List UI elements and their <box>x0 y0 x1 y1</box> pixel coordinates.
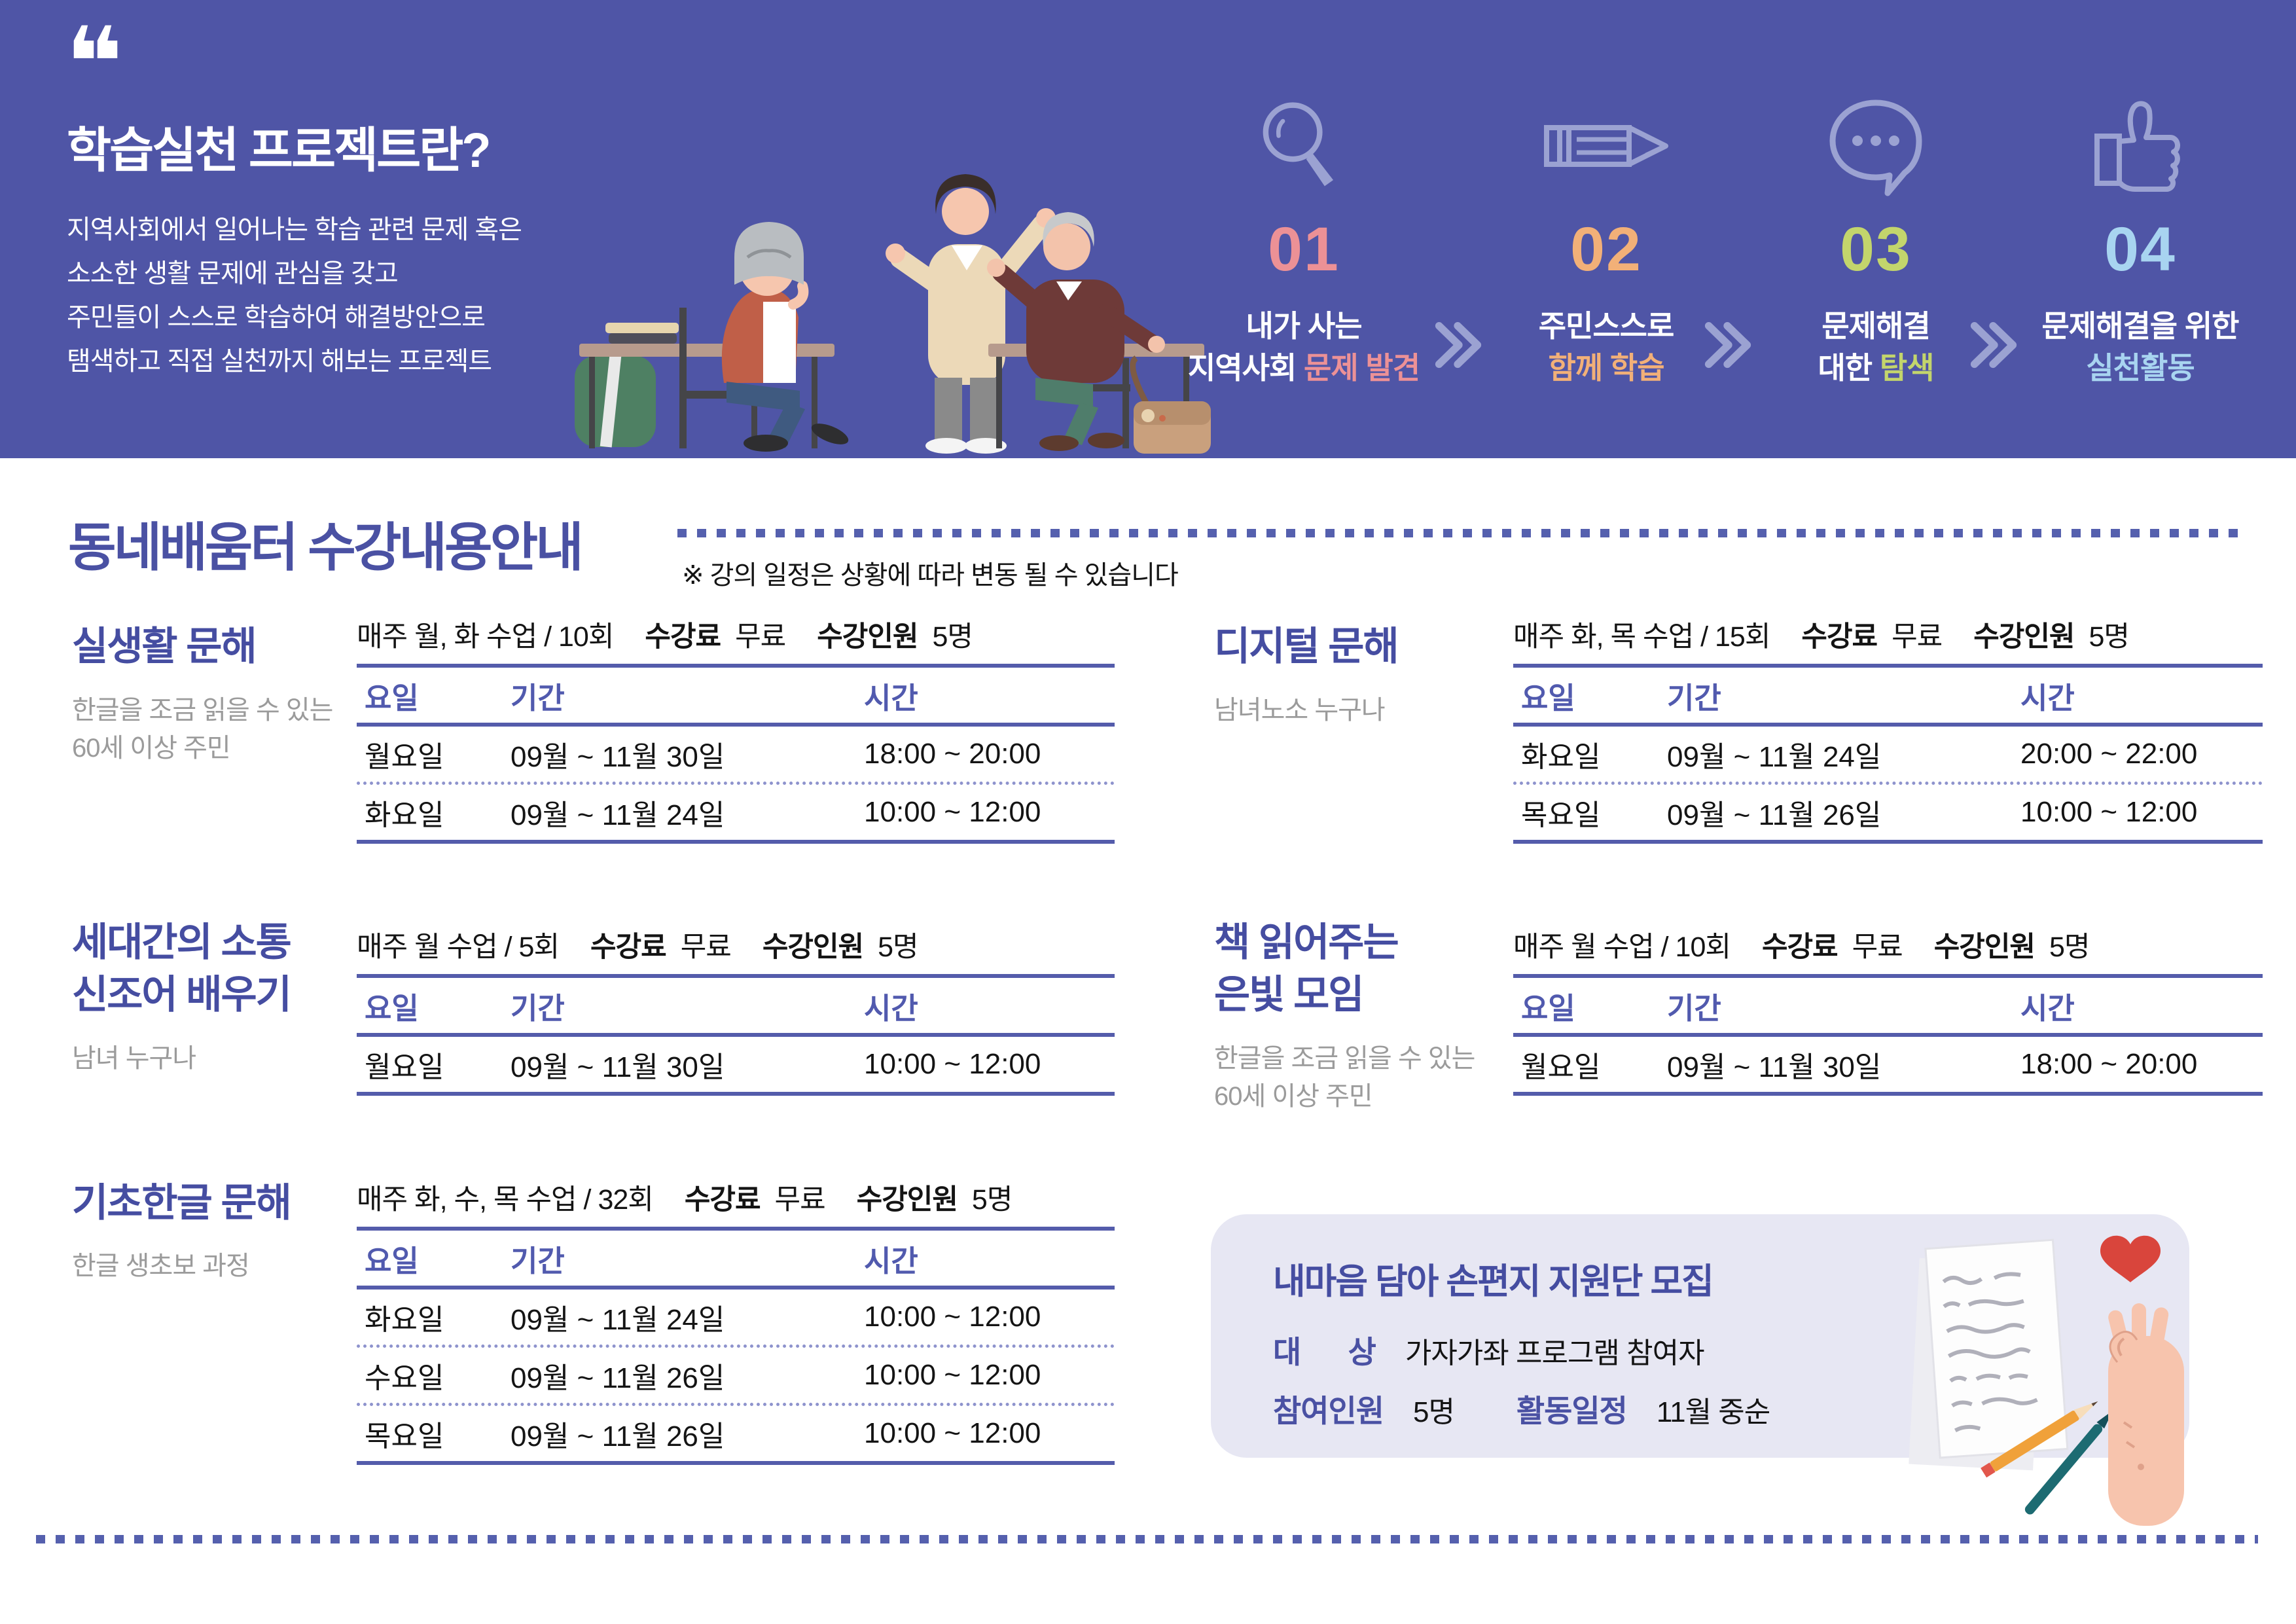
recruit-title: 내마음 담아 손편지 지원단 모집 <box>1273 1262 1714 1301</box>
course-audience: 한글을 조금 읽을 수 있는 60세 이상 주민 <box>72 696 333 763</box>
course-schedule-living-literacy: 매주 월, 화 수업 / 10회 수강료 무료 수강인원 5명 요일 기간 시간 월요일… <box>357 614 1115 844</box>
course-title-digital-literacy: 디지털 문해 <box>1214 624 1399 668</box>
course-audience: 한글을 조금 읽을 수 있는 60세 이상 주민 <box>1214 1044 1475 1111</box>
course-schedule-new-words: 매주 월 수업 / 5회 수강료 무료 수강인원 5명 요일 기간 시간 월요일 09월… <box>357 924 1115 1096</box>
thumbs-up-icon <box>1990 92 2291 200</box>
course-schedule-book-reading: 매주 월 수업 / 10회 수강료 무료 수강인원 5명 요일 기간 시간 월요일 09… <box>1513 924 2263 1096</box>
table-header-row: 요일 기간 시간 <box>1513 974 2263 1037</box>
course-schedule-basic-hangul: 매주 화, 수, 목 수업 / 32회 수강료 무료 수강인원 5명 요일 기간 시간 … <box>357 1177 1115 1465</box>
letter-paper <box>1924 1238 2069 1459</box>
handwritten-letter-illustration <box>1909 1235 2184 1526</box>
backpack-illustration <box>575 344 656 448</box>
step-04: 04 문제해결을 위한 실천활동 <box>1990 92 2291 389</box>
banner-description-line: 탬색하고 직접 실천까지 해보는 프로젝트 <box>67 347 492 376</box>
banner-title: 학습실천 프로젝트란? <box>67 123 491 177</box>
banner-description-line: 지역사회에서 일어나는 학습 관련 문제 혹은 <box>67 215 522 244</box>
step-number: 04 <box>2104 215 2176 284</box>
heart-icon <box>2100 1235 2161 1282</box>
books-stack <box>605 323 679 344</box>
pencil-icon <box>1456 92 1757 200</box>
seated-man <box>987 212 1165 451</box>
schedule-table: 요일 기간 시간 화요일 09월 ~ 11월 24일 10:00 ~ 12:00… <box>357 1227 1115 1465</box>
dashed-divider <box>677 529 2242 537</box>
step-number: 02 <box>1570 215 1642 284</box>
course-summary: 매주 월 수업 / 10회 수강료 무료 수강인원 5명 <box>1513 931 2090 963</box>
chevron-right-icon <box>1970 321 2017 369</box>
page-title: 동네배움터 수강내용안내 <box>68 518 584 577</box>
table-header-row: 요일 기간 시간 <box>1513 664 2263 727</box>
course-title-book-reading: 책 읽어주는 은빛 모임 <box>1214 920 1399 1017</box>
course-title-living-literacy: 실생활 문해 <box>72 624 257 668</box>
bag-illustration <box>1130 355 1211 454</box>
table-row: 화요일 09월 ~ 11월 24일 10:00 ~ 12:00 <box>357 785 1115 844</box>
bottom-dashed-divider <box>36 1535 2258 1543</box>
classroom-illustration <box>575 174 1211 454</box>
course-summary: 매주 월 수업 / 5회 수강료 무료 수강인원 5명 <box>357 931 919 963</box>
step-label: 문제해결을 위한 실천활동 <box>2041 309 2239 385</box>
step-02: 02 주민스스로 함께 학습 <box>1456 92 1757 389</box>
course-summary: 매주 화, 수, 목 수업 / 32회 수강료 무료 수강인원 5명 <box>357 1184 1013 1216</box>
step-number: 03 <box>1840 215 1912 284</box>
seated-woman <box>721 222 849 452</box>
speech-bubble-icon <box>1725 92 2026 200</box>
schedule-table: 요일 기간 시간 화요일 09월 ~ 11월 24일 20:00 ~ 22:00… <box>1513 664 2263 844</box>
banner-description: 지역사회에서 일어나는 학습 관련 문제 혹은 소소한 생활 문제에 관심을 갖… <box>67 208 522 384</box>
table-row: 목요일 09월 ~ 11월 26일 10:00 ~ 12:00 <box>1513 785 2263 844</box>
course-schedule-digital-literacy: 매주 화, 목 수업 / 15회 수강료 무료 수강인원 5명 요일 기간 시간 화요일… <box>1513 614 2263 844</box>
schedule-change-note: ※ 강의 일정은 상황에 따라 변동 될 수 있습니다 <box>682 561 1179 590</box>
course-audience: 남녀노소 누구나 <box>1214 696 1386 725</box>
course-title-basic-hangul: 기초한글 문해 <box>72 1181 292 1225</box>
table-row: 월요일 09월 ~ 11월 30일 10:00 ~ 12:00 <box>357 1037 1115 1096</box>
step-number: 01 <box>1268 215 1340 284</box>
chevron-right-icon <box>1704 321 1751 369</box>
step-label: 주민스스로 함께 학습 <box>1538 309 1675 385</box>
step-01: 01 내가 사는 지역사회 문제 발견 <box>1153 92 1454 389</box>
quote-mark-icon: ❝ <box>65 8 124 118</box>
right-chair <box>1068 358 1130 448</box>
banner-description-line: 소소한 생활 문제에 관심을 갖고 <box>67 259 399 288</box>
course-audience: 한글 생초보 과정 <box>72 1252 250 1280</box>
table-row: 목요일 09월 ~ 11월 26일 10:00 ~ 12:00 <box>357 1406 1115 1465</box>
recruit-info-row: 참여인원 5명 활동일정 11월 중순 <box>1273 1394 1770 1428</box>
table-row: 수요일 09월 ~ 11월 26일 10:00 ~ 12:00 <box>357 1348 1115 1406</box>
table-row: 화요일 09월 ~ 11월 24일 10:00 ~ 12:00 <box>357 1290 1115 1348</box>
table-header-row: 요일 기간 시간 <box>357 1227 1115 1290</box>
magnifier-icon <box>1153 92 1454 200</box>
finger-heart-hand <box>2100 1235 2184 1526</box>
step-label: 문제해결 대한 탐색 <box>1818 309 1934 385</box>
pencil-illustration <box>1981 1401 2098 1478</box>
course-audience: 남녀 누구나 <box>72 1044 196 1073</box>
schedule-table: 요일 기간 시간 월요일 09월 ~ 11월 30일 10:00 ~ 12:00 <box>357 974 1115 1096</box>
table-header-row: 요일 기간 시간 <box>357 664 1115 727</box>
chevron-right-icon <box>1435 321 1482 369</box>
course-title-new-words: 세대간의 소통 신조어 배우기 <box>72 920 292 1017</box>
course-summary: 매주 월, 화 수업 / 10회 수강료 무료 수강인원 5명 <box>357 621 973 653</box>
recruit-box: 내마음 담아 손편지 지원단 모집 대 상 가자가좌 프로그램 참여자 참여인원… <box>1211 1214 2189 1526</box>
course-summary: 매주 화, 목 수업 / 15회 수강료 무료 수강인원 5명 <box>1513 621 2130 653</box>
step-label: 내가 사는 지역사회 문제 발견 <box>1187 309 1420 385</box>
table-header-row: 요일 기간 시간 <box>357 974 1115 1037</box>
table-row: 월요일 09월 ~ 11월 30일 18:00 ~ 20:00 <box>357 727 1115 785</box>
schedule-table: 요일 기간 시간 월요일 09월 ~ 11월 30일 18:00 ~ 20:00 <box>1513 974 2263 1096</box>
top-banner: ❝ 학습실천 프로젝트란? 지역사회에서 일어나는 학습 관련 문제 혹은 소소… <box>0 0 2296 458</box>
table-row: 월요일 09월 ~ 11월 30일 18:00 ~ 20:00 <box>1513 1037 2263 1096</box>
table-row: 화요일 09월 ~ 11월 24일 20:00 ~ 22:00 <box>1513 727 2263 785</box>
step-03: 03 문제해결 대한 탐색 <box>1725 92 2026 389</box>
schedule-table: 요일 기간 시간 월요일 09월 ~ 11월 30일 18:00 ~ 20:00… <box>357 664 1115 844</box>
recruit-target-row: 대 상 가자가좌 프로그램 참여자 <box>1273 1335 1705 1369</box>
banner-description-line: 주민들이 스스로 학습하여 해결방안으로 <box>67 303 486 332</box>
